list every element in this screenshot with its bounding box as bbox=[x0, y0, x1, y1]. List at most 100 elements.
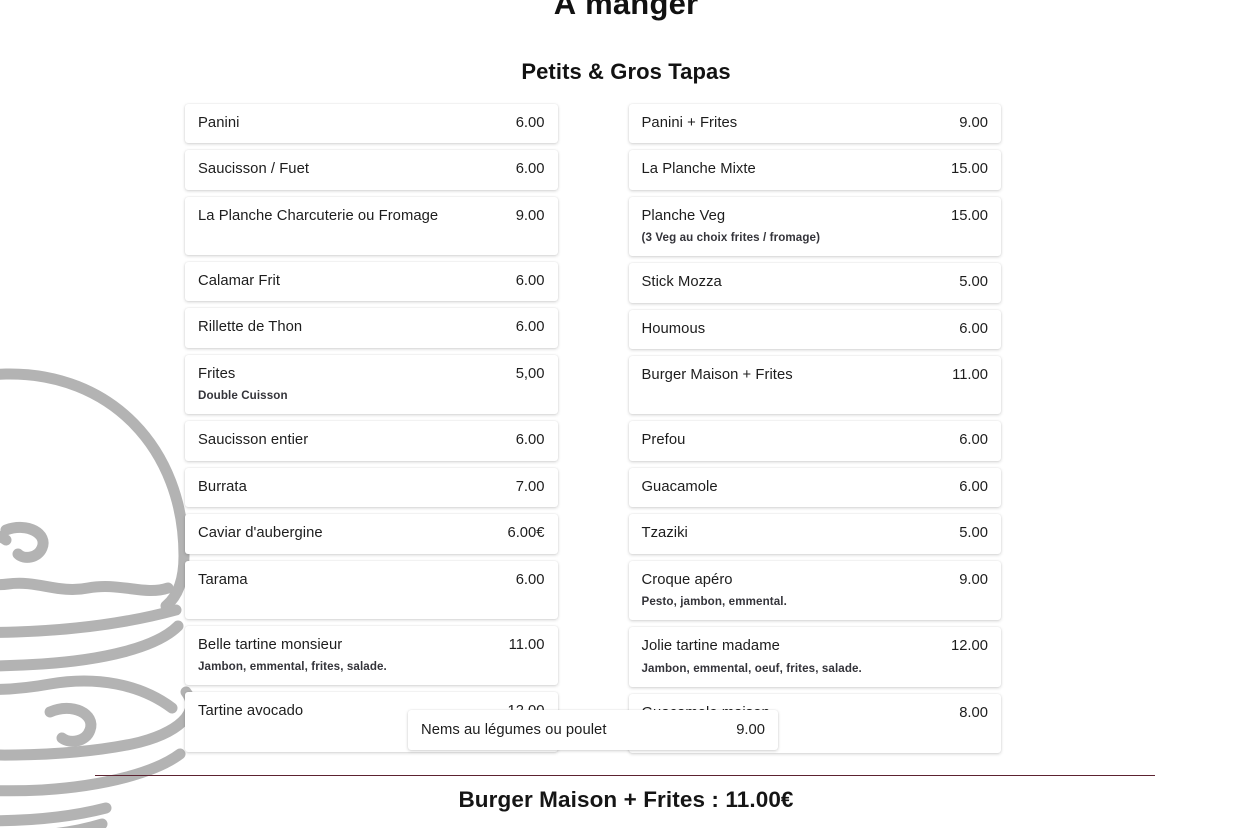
menu-item-name: Belle tartine monsieur bbox=[198, 636, 343, 653]
menu-item-name: Rillette de Thon bbox=[198, 319, 303, 336]
menu-item-price: 9.00 bbox=[959, 115, 988, 131]
menu-grid: Panini 6.00 Saucisson / Fuet 6.00 La Pla… bbox=[185, 104, 1001, 753]
menu-item-name: Houmous bbox=[641, 320, 706, 337]
menu-item-line: Croque apéro 9.00 bbox=[642, 571, 989, 589]
menu-item-line: Calamar Frit 6.00 bbox=[198, 272, 545, 290]
menu-item-price: 5.00 bbox=[959, 525, 988, 542]
menu-item-card[interactable]: La Planche Mixte 15.00 bbox=[628, 150, 1001, 190]
menu-item-name: La Planche Charcuterie ou Fromage bbox=[198, 207, 439, 224]
menu-item-card[interactable]: Jolie tartine madame 12.00 Jambon, emmen… bbox=[628, 627, 1001, 687]
menu-item-price: 9.00 bbox=[959, 571, 988, 588]
menu-item-card[interactable]: Panini + Frites 9.00 bbox=[628, 104, 1001, 144]
menu-column-right: Panini + Frites 9.00 La Planche Mixte 15… bbox=[628, 104, 1001, 753]
menu-item-card[interactable]: Burger Maison + Frites 11.00 bbox=[628, 356, 1001, 415]
menu-item-line: Frites 5,00 bbox=[198, 365, 545, 383]
menu-item-line: Saucisson / Fuet 6.00 bbox=[198, 160, 545, 178]
menu-item-price: 6.00 bbox=[515, 161, 545, 178]
menu-item-line: Nems au légumes ou poulet 9.00 bbox=[421, 721, 765, 739]
menu-item-card[interactable]: Panini 6.00 bbox=[185, 104, 558, 144]
page-title: À manger bbox=[553, 0, 699, 21]
menu-item-description: Jambon, emmental, frites, salade. bbox=[198, 660, 387, 674]
menu-item-price: 9.00 bbox=[736, 722, 765, 738]
section-title: Petits & Gros Tapas bbox=[521, 59, 731, 84]
menu-item-card[interactable]: Stick Mozza 5.00 bbox=[628, 263, 1001, 303]
menu-item-price: 11.00 bbox=[508, 636, 545, 653]
menu-item-name: Panini + Frites bbox=[641, 115, 738, 131]
menu-item-line: Stick Mozza 5.00 bbox=[642, 273, 989, 291]
menu-item-card[interactable]: Caviar d'aubergine 6.00€ bbox=[185, 514, 558, 554]
menu-item-card[interactable]: Saucisson / Fuet 6.00 bbox=[185, 150, 558, 190]
menu-item-card[interactable]: Frites 5,00 Double Cuisson bbox=[185, 354, 558, 415]
menu-item-name: Nems au légumes ou poulet bbox=[421, 722, 607, 738]
menu-item-card[interactable]: Tarama 6.00 bbox=[185, 560, 558, 619]
menu-item-price: 6.00 bbox=[515, 571, 545, 588]
menu-item-card[interactable]: La Planche Charcuterie ou Fromage 9.00 bbox=[185, 196, 558, 255]
menu-item-description: Pesto, jambon, emmental. bbox=[641, 595, 787, 609]
menu-item-price: 5,00 bbox=[515, 365, 545, 382]
menu-item-name: Panini bbox=[198, 115, 240, 131]
menu-item-name: Caviar d'aubergine bbox=[198, 525, 323, 542]
menu-item-line: Planche Veg 15.00 bbox=[642, 207, 989, 225]
menu-item-name: Tzaziki bbox=[641, 525, 688, 542]
menu-item-line: La Planche Mixte 15.00 bbox=[642, 160, 989, 178]
menu-item-price: 7.00 bbox=[515, 478, 545, 495]
menu-item-price: 12.00 bbox=[950, 638, 988, 655]
menu-item-price: 6.00€ bbox=[507, 525, 545, 542]
menu-item-name: Guacamole bbox=[641, 478, 718, 495]
menu-item-line: Panini + Frites 9.00 bbox=[642, 114, 989, 132]
menu-item-line: Belle tartine monsieur 11.00 bbox=[198, 636, 545, 654]
menu-item-name: Saucisson / Fuet bbox=[198, 161, 310, 178]
menu-item-description: Jambon, emmental, oeuf, frites, salade. bbox=[641, 661, 862, 675]
menu-item-card[interactable]: Guacamole 6.00 bbox=[628, 467, 1001, 508]
menu-item-price: 6.00 bbox=[515, 432, 545, 449]
menu-item-price: 6.00 bbox=[515, 319, 545, 336]
menu-item-line: Caviar d'aubergine 6.00€ bbox=[198, 524, 545, 542]
menu-item-line: Prefou 6.00 bbox=[642, 431, 989, 449]
menu-item-price: 6.00 bbox=[959, 320, 988, 337]
menu-item-line: Tzaziki 5.00 bbox=[642, 524, 989, 542]
menu-item-name: La Planche Mixte bbox=[641, 161, 756, 178]
menu-item-price: 8.00 bbox=[959, 704, 988, 721]
menu-item-line: La Planche Charcuterie ou Fromage 9.00 bbox=[198, 207, 545, 225]
menu-item-price: 6.00 bbox=[515, 115, 545, 131]
menu-item-description: (3 Veg au choix frites / fromage) bbox=[641, 231, 821, 245]
menu-item-card[interactable]: Saucisson entier 6.00 bbox=[185, 421, 558, 461]
menu-item-card-nems[interactable]: Nems au légumes ou poulet 9.00 bbox=[408, 710, 778, 751]
menu-item-price: 9.00 bbox=[515, 207, 545, 224]
menu-item-line: Burrata 7.00 bbox=[198, 478, 545, 496]
menu-item-line: Tarama 6.00 bbox=[198, 571, 545, 589]
menu-item-name: Calamar Frit bbox=[198, 272, 280, 289]
menu-item-price: 11.00 bbox=[952, 367, 988, 384]
center-item-wrapper: Nems au légumes ou poulet 9.00 bbox=[408, 710, 778, 751]
menu-item-price: 6.00 bbox=[959, 478, 988, 495]
menu-item-card[interactable]: Calamar Frit 6.00 bbox=[185, 261, 558, 302]
menu-item-name: Planche Veg bbox=[641, 207, 726, 224]
menu-item-card[interactable]: Tzaziki 5.00 bbox=[628, 514, 1001, 554]
menu-item-line: Burger Maison + Frites 11.00 bbox=[642, 366, 989, 384]
menu-item-price: 15.00 bbox=[950, 207, 988, 224]
menu-item-name: Tartine avocado bbox=[198, 703, 304, 720]
menu-item-name: Croque apéro bbox=[641, 571, 733, 588]
menu-item-card[interactable]: Houmous 6.00 bbox=[628, 309, 1001, 350]
menu-item-name: Prefou bbox=[641, 432, 686, 449]
menu-item-name: Stick Mozza bbox=[641, 274, 722, 291]
section-divider bbox=[95, 775, 1155, 776]
menu-item-name: Burrata bbox=[198, 478, 247, 495]
menu-item-name: Saucisson entier bbox=[198, 432, 309, 449]
menu-item-price: 15.00 bbox=[950, 161, 988, 178]
menu-item-card[interactable]: Croque apéro 9.00 Pesto, jambon, emmenta… bbox=[628, 560, 1001, 621]
menu-item-card[interactable]: Belle tartine monsieur 11.00 Jambon, emm… bbox=[185, 625, 558, 686]
featured-offer-text: Burger Maison + Frites : 11.00€ bbox=[458, 787, 794, 812]
menu-item-card[interactable]: Prefou 6.00 bbox=[628, 421, 1001, 461]
menu-item-line: Houmous 6.00 bbox=[642, 320, 989, 338]
menu-item-line: Jolie tartine madame 12.00 bbox=[642, 637, 989, 655]
menu-item-name: Frites bbox=[198, 365, 236, 382]
menu-item-card[interactable]: Burrata 7.00 bbox=[185, 467, 558, 508]
menu-item-description: Double Cuisson bbox=[198, 389, 288, 403]
menu-item-name: Burger Maison + Frites bbox=[641, 367, 793, 384]
menu-item-price: 6.00 bbox=[959, 432, 988, 449]
menu-item-card[interactable]: Rillette de Thon 6.00 bbox=[185, 308, 558, 348]
menu-item-line: Guacamole 6.00 bbox=[642, 478, 989, 496]
menu-item-card[interactable]: Planche Veg 15.00 (3 Veg au choix frites… bbox=[628, 196, 1001, 257]
